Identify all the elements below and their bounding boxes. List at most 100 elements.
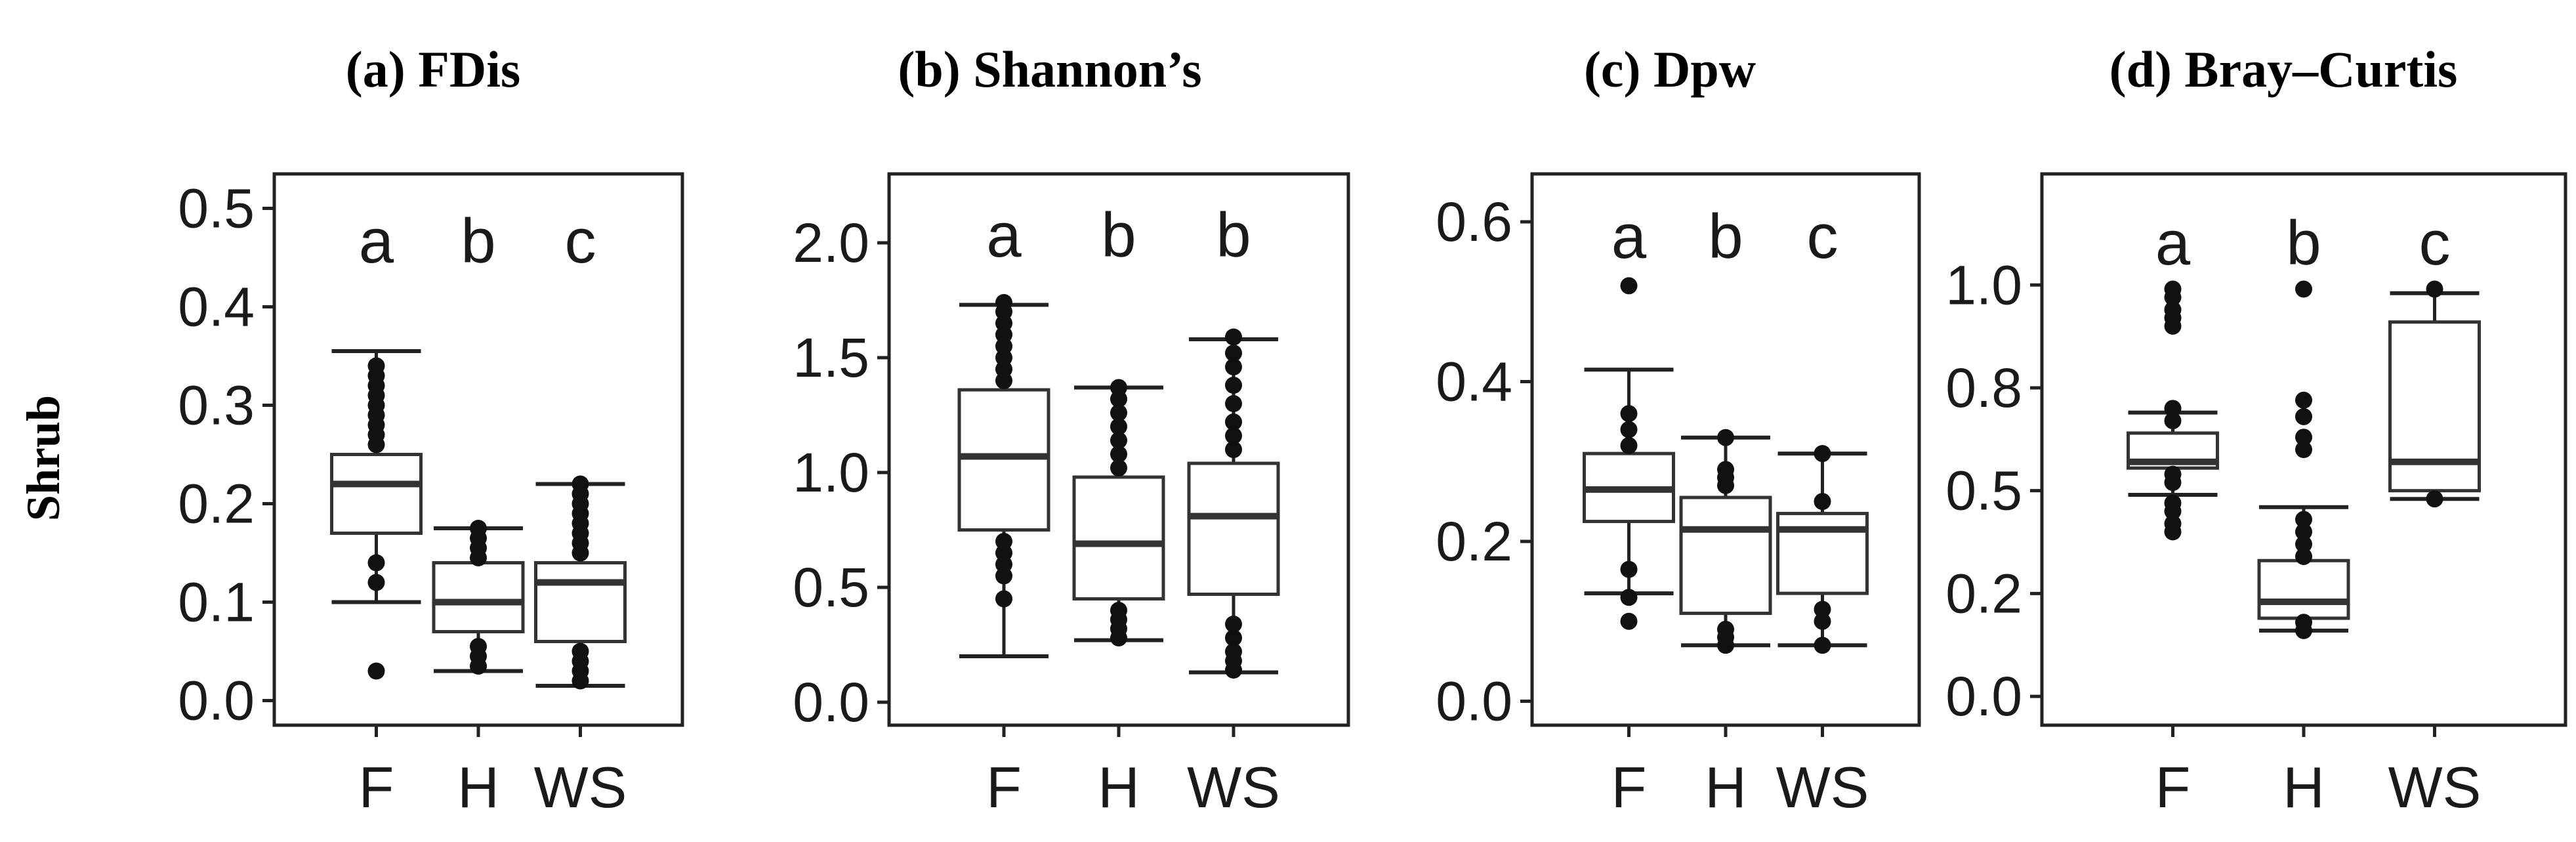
- outlier-point: [1110, 446, 1127, 463]
- box-F: [1583, 277, 1675, 630]
- x-category-label: F: [986, 755, 1022, 820]
- outlier-point: [1225, 328, 1242, 346]
- panel-1: (a) FDis 0.0 0.1 0.2 0.3 0.4 0.5 a Fb Hc WS: [178, 41, 684, 820]
- outlier-point: [1225, 441, 1242, 458]
- outlier-point: [1620, 589, 1638, 606]
- y-tick-label: 0.0: [793, 671, 869, 733]
- outlier-point: [470, 520, 487, 537]
- iqr-box: [1187, 461, 1280, 596]
- panel-title: (d) Bray–Curtis: [2109, 41, 2458, 98]
- significance-letter: b: [1708, 201, 1743, 272]
- outlier-point: [1814, 637, 1831, 654]
- y-tick-label: 0.1: [178, 572, 255, 633]
- x-category-label: WS: [1187, 755, 1280, 820]
- iqr-box: [534, 561, 627, 643]
- outlier-point: [1225, 427, 1242, 444]
- panel-4: (d) Bray–Curtis 0.0 0.2 0.5 0.8 1.0 a Fb Hc WS: [1945, 41, 2567, 820]
- y-tick-label: 0.3: [178, 375, 255, 436]
- outlier-point: [2295, 536, 2312, 553]
- panel-3: (c) Dpw 0.0 0.2 0.4 0.6 a Fb Hc WS: [1436, 41, 1921, 820]
- outlier-point: [2295, 511, 2312, 528]
- iqr-box: [2388, 320, 2481, 493]
- box-H: [1679, 429, 1772, 654]
- box-H: [432, 520, 525, 675]
- y-tick-label: 0.6: [1436, 191, 1512, 253]
- x-category-label: H: [457, 755, 499, 820]
- iqr-box: [1776, 511, 1869, 595]
- significance-letter: a: [359, 206, 394, 276]
- y-tick-label: 1.0: [793, 442, 869, 503]
- y-tick-label: 1.0: [1945, 254, 2022, 316]
- iqr-box: [330, 453, 423, 535]
- y-tick-label: 0.5: [793, 557, 869, 618]
- significance-letter: b: [1216, 200, 1251, 270]
- box-F: [330, 349, 423, 680]
- iqr-box: [1679, 495, 1772, 616]
- outlier-point: [470, 638, 487, 655]
- box-F: [2127, 280, 2219, 541]
- significance-letter: c: [1807, 201, 1839, 272]
- x-category-label: WS: [534, 755, 627, 820]
- box-F: [957, 294, 1050, 658]
- significance-letter: b: [2286, 208, 2321, 278]
- outlier-point: [1110, 379, 1127, 396]
- outlier-point: [2295, 523, 2312, 541]
- outlier-point: [995, 294, 1012, 311]
- outlier-point: [2164, 465, 2182, 483]
- outlier-point: [571, 475, 589, 493]
- panel-title: (b) Shannon’s: [898, 41, 1201, 98]
- outlier-point: [1225, 629, 1242, 646]
- x-category-label: F: [2155, 755, 2191, 820]
- outlier-point: [2164, 280, 2182, 298]
- iqr-box: [957, 388, 1050, 532]
- outlier-point: [1814, 493, 1831, 511]
- outlier-point: [1225, 358, 1242, 375]
- box-WS: [1187, 328, 1280, 679]
- outlier-point: [2164, 412, 2182, 430]
- outlier-point: [367, 574, 385, 591]
- x-category-label: F: [359, 755, 394, 820]
- x-category-label: H: [2283, 755, 2325, 820]
- y-tick-label: 0.4: [178, 276, 255, 338]
- outlier-point: [1110, 404, 1127, 421]
- significance-letter: b: [461, 206, 495, 276]
- iqr-box: [432, 561, 525, 633]
- significance-letter: a: [2155, 208, 2191, 278]
- outlier-point: [571, 642, 589, 660]
- significance-letter: a: [986, 200, 1022, 270]
- box-H: [1072, 379, 1165, 646]
- panels: (a) FDis 0.0 0.1 0.2 0.3 0.4 0.5 a Fb Hc WS (b) Sha…: [178, 41, 2567, 820]
- y-tick-label: 0.0: [178, 670, 255, 732]
- y-tick-label: 0.0: [1436, 670, 1512, 732]
- y-tick-label: 1.5: [793, 327, 869, 389]
- panel-title: (a) FDis: [346, 41, 520, 98]
- outlier-point: [2164, 494, 2182, 512]
- x-category-label: H: [1705, 755, 1747, 820]
- panel-title: (c) Dpw: [1584, 41, 1756, 98]
- outlier-point: [1620, 436, 1638, 454]
- box-H: [2257, 280, 2350, 639]
- y-tick-label: 0.0: [1945, 665, 2022, 727]
- outlier-point: [2426, 280, 2443, 298]
- outlier-point: [2164, 301, 2182, 318]
- y-tick-label: 0.5: [1945, 460, 2022, 522]
- outlier-point: [2295, 547, 2312, 565]
- y-tick-label: 0.2: [1436, 511, 1512, 572]
- outlier-point: [1814, 445, 1831, 463]
- x-category-label: F: [1611, 755, 1647, 820]
- x-category-label: WS: [1776, 755, 1869, 820]
- y-tick-label: 0.2: [1945, 562, 2022, 624]
- outlier-point: [367, 554, 385, 572]
- outlier-point: [1110, 459, 1127, 476]
- y-tick-label: 0.2: [178, 473, 255, 535]
- outlier-point: [2295, 429, 2312, 446]
- outlier-point: [995, 533, 1012, 550]
- outlier-point: [995, 590, 1012, 608]
- row-label: Shrub: [17, 395, 70, 521]
- outlier-point: [1225, 643, 1242, 660]
- outlier-point: [1110, 602, 1127, 619]
- outlier-point: [2295, 408, 2312, 425]
- x-category-label: H: [1098, 755, 1140, 820]
- outlier-point: [1620, 612, 1638, 630]
